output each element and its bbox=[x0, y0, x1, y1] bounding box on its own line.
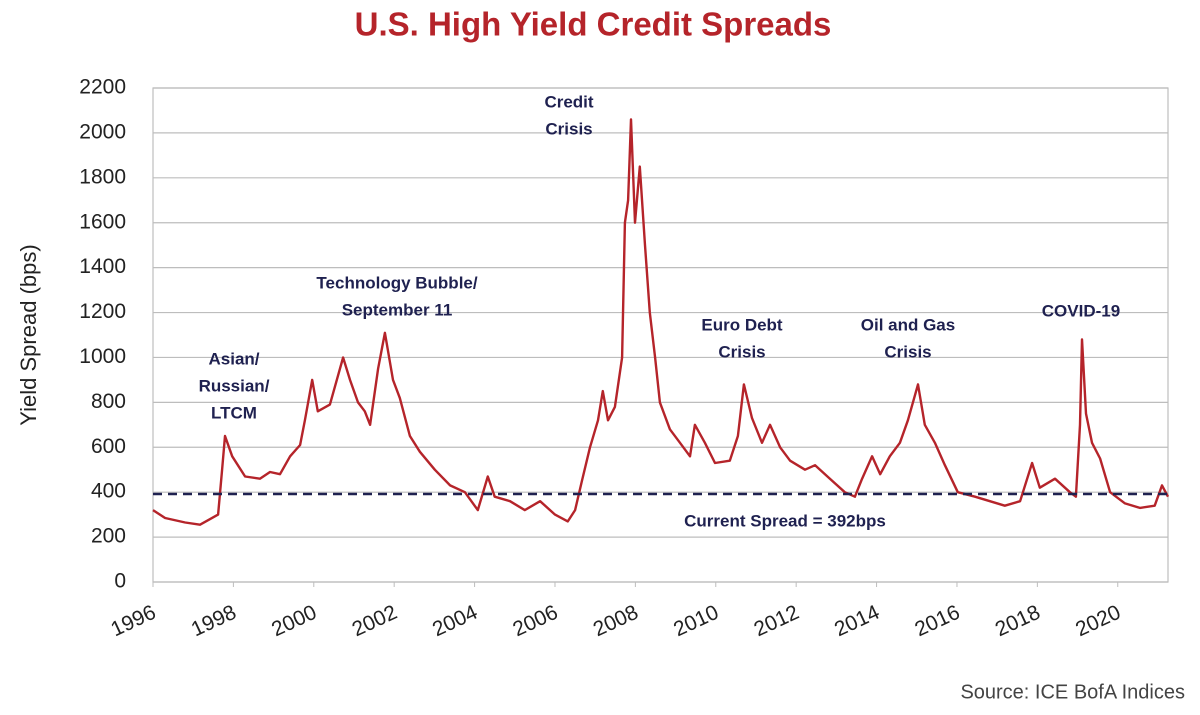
y-tick-label: 2000 bbox=[79, 120, 126, 143]
annotation: September 11 bbox=[342, 300, 453, 319]
y-tick-label: 600 bbox=[91, 435, 126, 458]
y-tick-label: 400 bbox=[91, 480, 126, 503]
y-axis-label: Yield Spread (bps) bbox=[16, 244, 41, 425]
y-tick-label: 1600 bbox=[79, 210, 126, 233]
x-tick-label: 2014 bbox=[831, 601, 883, 642]
x-tick-label: 2006 bbox=[509, 601, 561, 642]
annotation: Asian/ bbox=[208, 349, 259, 368]
x-tick-label: 2016 bbox=[911, 601, 963, 642]
x-tick-label: 2002 bbox=[349, 601, 401, 642]
annotation: Crisis bbox=[545, 119, 592, 138]
x-tick-label: 2012 bbox=[751, 601, 803, 642]
x-tick-label: 2000 bbox=[268, 601, 320, 642]
x-tick-label: 1998 bbox=[188, 601, 240, 642]
x-tick-label: 2010 bbox=[670, 601, 722, 642]
annotation: LTCM bbox=[211, 403, 257, 422]
source: Source: ICE BofA Indices bbox=[960, 681, 1185, 703]
x-tick-label: 2020 bbox=[1072, 601, 1124, 642]
annotation: Credit bbox=[544, 92, 593, 111]
x-tick-label: 1996 bbox=[107, 601, 159, 642]
annotation: Crisis bbox=[884, 342, 931, 361]
annotation: Technology Bubble/ bbox=[316, 273, 477, 292]
current-spread-label: Current Spread = 392bps bbox=[684, 511, 886, 530]
annotation: Crisis bbox=[718, 342, 765, 361]
spread-line bbox=[152, 118, 1170, 526]
y-tick-label: 1000 bbox=[79, 345, 126, 368]
annotation: Oil and Gas bbox=[861, 315, 955, 334]
y-tick-label: 200 bbox=[91, 525, 126, 548]
x-tick-label: 2004 bbox=[429, 601, 481, 642]
plot-frame bbox=[152, 87, 1169, 583]
y-tick-label: 1200 bbox=[79, 300, 126, 323]
y-tick-label: 800 bbox=[91, 390, 126, 413]
y-tick-label: 0 bbox=[114, 570, 126, 593]
y-tick-label: 1400 bbox=[79, 255, 126, 278]
annotation: Euro Debt bbox=[701, 315, 783, 334]
annotation: COVID-19 bbox=[1042, 301, 1120, 320]
x-tick-label: 2018 bbox=[992, 601, 1044, 642]
chart-title: U.S. High Yield Credit Spreads bbox=[355, 6, 832, 43]
y-tick-label: 2200 bbox=[79, 76, 126, 99]
annotation: Russian/ bbox=[199, 376, 270, 395]
y-tick-label: 1800 bbox=[79, 165, 126, 188]
x-tick-label: 2008 bbox=[590, 601, 642, 642]
